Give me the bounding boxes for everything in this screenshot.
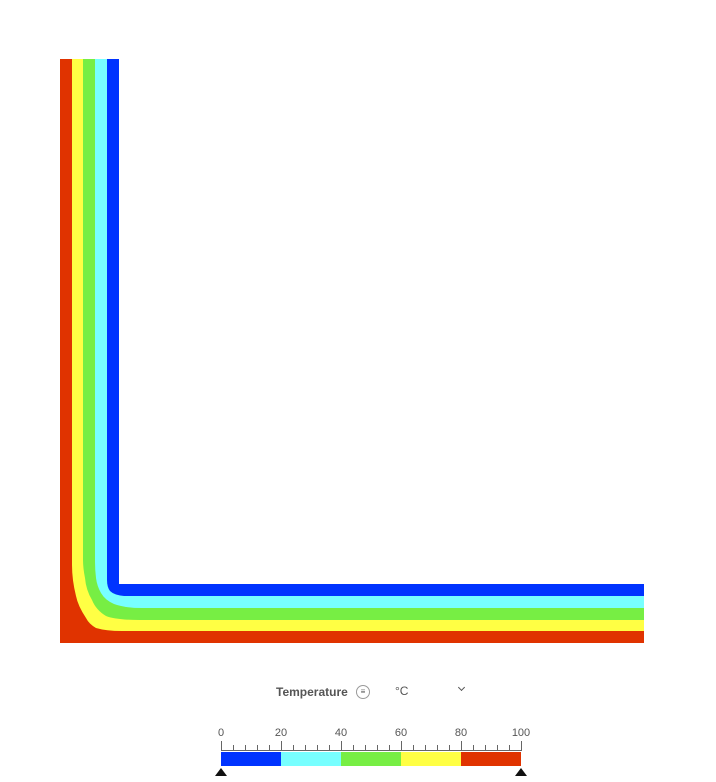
scale-tick-label: 60 xyxy=(395,727,407,739)
chevron-down-icon xyxy=(457,683,466,692)
scale-tick-labels: 0 20 40 60 80 100 xyxy=(218,727,530,739)
scale-tick-label: 0 xyxy=(218,727,224,739)
scale-tick-label: 20 xyxy=(275,727,287,739)
isotherm-bands xyxy=(60,59,644,643)
scale-band xyxy=(281,752,341,766)
range-handle-max[interactable] xyxy=(515,768,527,776)
unit-value: °C xyxy=(395,684,409,698)
scale-tick-label: 80 xyxy=(455,727,467,739)
scale-band xyxy=(461,752,521,766)
scale-band xyxy=(341,752,401,766)
unit-select[interactable]: °C xyxy=(390,682,472,702)
quantity-label: Temperature xyxy=(276,685,348,699)
temperature-field xyxy=(60,59,644,643)
scale-band xyxy=(221,752,281,766)
scale-bands xyxy=(221,752,521,766)
interior-region xyxy=(119,59,644,584)
range-handle-min[interactable] xyxy=(215,768,227,776)
scale-handles xyxy=(215,768,527,776)
scale-ticks xyxy=(221,741,522,751)
scale-tick-label: 40 xyxy=(335,727,347,739)
scale-band xyxy=(401,752,461,766)
legend-header: Temperature ≡ °C xyxy=(0,682,716,704)
scale-tick-label: 100 xyxy=(512,727,530,739)
color-scale: 0 20 40 60 80 100 xyxy=(215,727,530,776)
menu-icon[interactable]: ≡ xyxy=(356,685,370,699)
